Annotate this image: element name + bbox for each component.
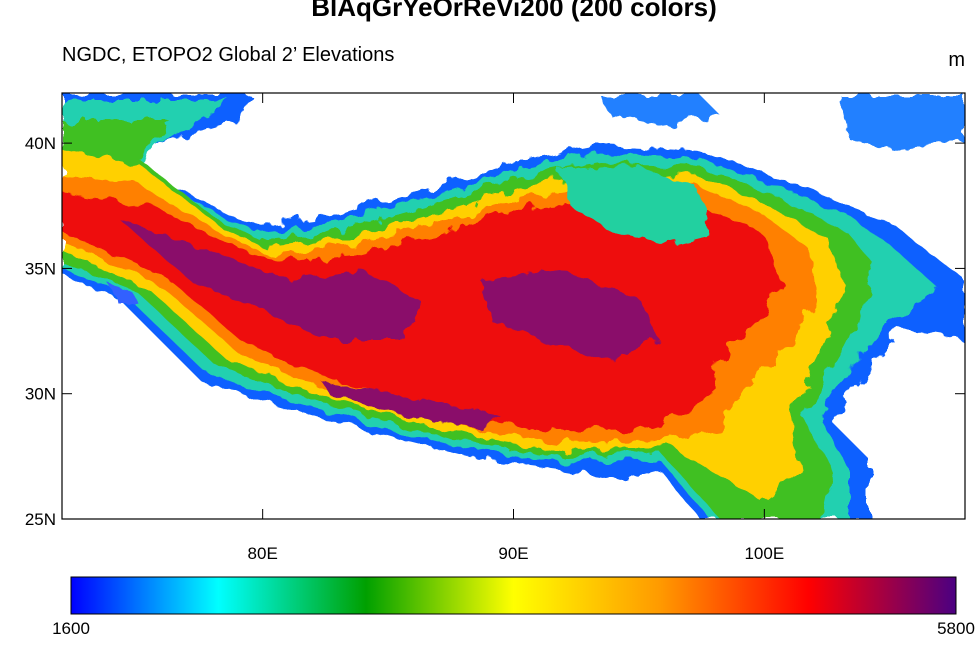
x-tick-label: 80E [248,544,278,563]
x-tick-label: 90E [498,544,528,563]
units: m [948,49,965,71]
subtitle: NGDC, ETOPO2 Global 2’ Elevations [62,44,394,66]
y-tick-label: 35N [25,259,56,278]
colorbar-min-label: 1600 [52,619,90,638]
colorbar [70,576,957,615]
y-tick-label: 40N [25,134,56,153]
y-tick-label: 25N [25,510,56,529]
x-tick-label: 100E [744,544,784,563]
title: BlAqGrYeOrReVi200 (200 colors) [311,0,717,22]
y-tick-label: 30N [25,385,56,404]
elevation-raster [62,93,965,519]
axes: 80E 90E 100E 25N 30N 35N 40N [25,93,965,563]
colorbar-max-label: 5800 [937,619,975,638]
